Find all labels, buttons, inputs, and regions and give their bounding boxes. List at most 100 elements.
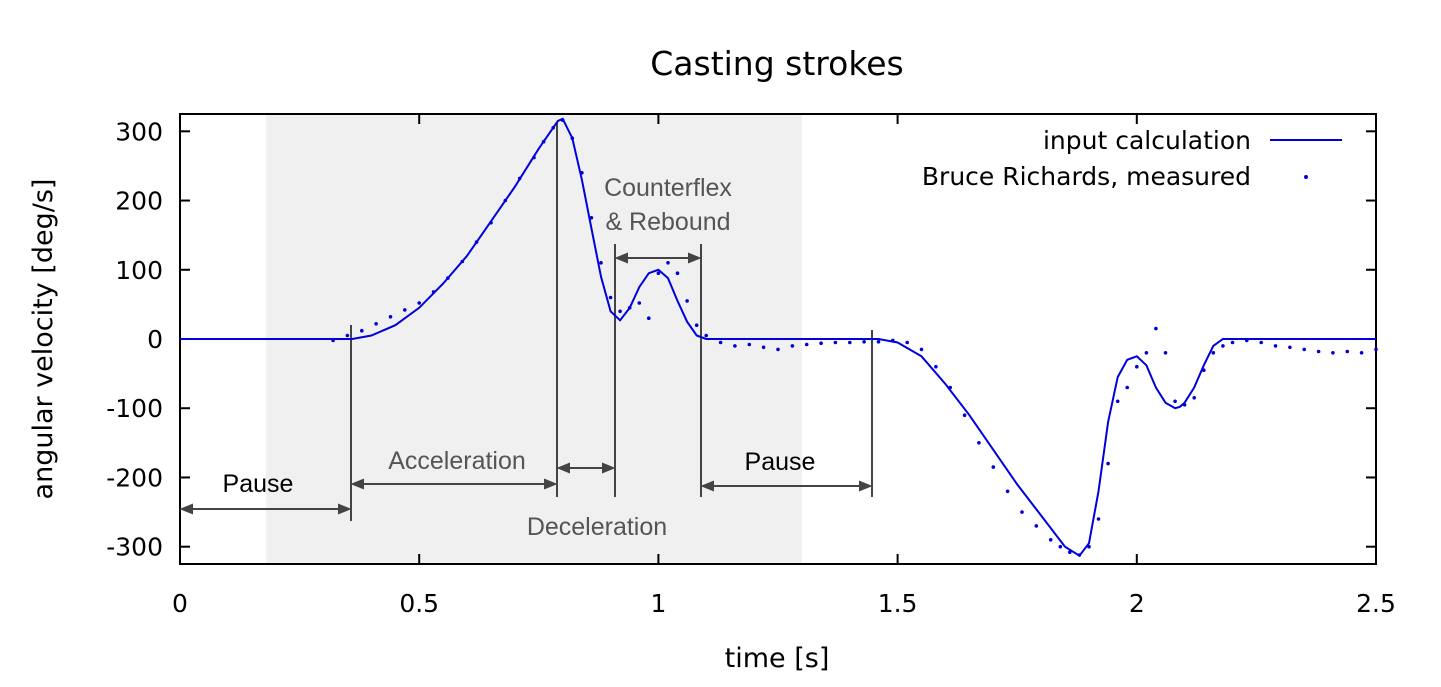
data-point bbox=[694, 323, 699, 328]
y-tick-label: -300 bbox=[106, 533, 163, 562]
data-point bbox=[1345, 349, 1350, 354]
data-point bbox=[666, 261, 670, 265]
data-point bbox=[776, 347, 780, 352]
data-point bbox=[718, 340, 723, 345]
data-point bbox=[1359, 351, 1364, 355]
x-axis-label: time [s] bbox=[725, 643, 830, 674]
data-point bbox=[388, 315, 393, 319]
data-point bbox=[675, 271, 680, 276]
data-point bbox=[541, 139, 546, 144]
arrow-pause-2-head-right bbox=[859, 480, 873, 492]
arrow-counterflex-head-left bbox=[614, 252, 628, 264]
data-point bbox=[819, 341, 823, 346]
data-point bbox=[1163, 351, 1168, 355]
data-point bbox=[833, 340, 838, 345]
data-point bbox=[460, 259, 465, 264]
data-point bbox=[1125, 385, 1129, 390]
legend-label-bruce-richards: Bruce Richards, measured bbox=[922, 162, 1251, 191]
data-point bbox=[489, 220, 493, 225]
data-point bbox=[1115, 399, 1120, 404]
legend-dot-bruce-richards bbox=[1304, 175, 1308, 179]
data-point bbox=[374, 322, 378, 326]
phase-annotations bbox=[179, 122, 873, 521]
y-tick-label: 0 bbox=[147, 325, 163, 354]
data-point bbox=[570, 136, 575, 140]
data-point bbox=[685, 299, 689, 303]
data-point bbox=[532, 155, 536, 160]
x-axis: 0 0.5 1 1.5 2 2.5 bbox=[172, 114, 1396, 618]
data-point bbox=[977, 441, 981, 445]
data-point bbox=[1154, 326, 1158, 331]
data-point bbox=[1048, 538, 1053, 542]
data-point bbox=[1331, 351, 1335, 355]
data-point bbox=[1005, 489, 1010, 494]
data-point bbox=[1034, 524, 1039, 528]
data-point bbox=[891, 338, 895, 343]
y-axis: 300 200 100 0 -100 -200 -300 bbox=[106, 117, 1376, 562]
data-point bbox=[417, 301, 422, 305]
data-point bbox=[919, 347, 924, 352]
arrow-acceleration-head-left bbox=[350, 478, 364, 490]
data-point bbox=[589, 216, 594, 220]
data-point bbox=[551, 126, 555, 130]
legend-label-input-calculation: input calculation bbox=[1043, 126, 1251, 155]
data-point bbox=[733, 344, 737, 348]
data-point bbox=[1096, 517, 1101, 521]
label-rebound: & Rebound bbox=[605, 208, 730, 236]
data-point bbox=[360, 328, 364, 333]
data-point bbox=[656, 271, 661, 276]
y-tick-label: -100 bbox=[106, 394, 163, 423]
data-point bbox=[1192, 396, 1196, 400]
y-tick-label: 200 bbox=[115, 187, 163, 216]
chart-title: Casting strokes bbox=[650, 44, 904, 83]
data-point bbox=[962, 413, 967, 418]
y-tick-label: -200 bbox=[106, 463, 163, 492]
data-point bbox=[934, 364, 938, 369]
x-tick-label: 2 bbox=[1129, 589, 1145, 618]
data-point bbox=[647, 316, 651, 321]
data-point bbox=[1020, 510, 1024, 514]
data-point bbox=[474, 240, 479, 244]
data-point bbox=[431, 290, 436, 294]
data-point bbox=[517, 176, 522, 181]
data-point bbox=[331, 338, 335, 343]
data-point bbox=[1106, 461, 1110, 466]
data-point bbox=[345, 333, 350, 338]
data-point bbox=[905, 340, 909, 345]
data-point bbox=[876, 340, 881, 344]
label-pause-1: Pause bbox=[223, 470, 294, 498]
data-point bbox=[1374, 347, 1378, 352]
label-counterflex: Counterflex bbox=[604, 174, 732, 202]
data-point bbox=[1077, 553, 1082, 557]
x-tick-label: 1 bbox=[650, 589, 666, 618]
arrow-pause-1-head-right bbox=[338, 503, 352, 515]
data-point bbox=[790, 344, 795, 348]
x-tick-label: 2.5 bbox=[1356, 589, 1396, 618]
data-point bbox=[1259, 340, 1263, 345]
data-point bbox=[1068, 550, 1072, 554]
data-point bbox=[637, 301, 642, 305]
data-point bbox=[761, 345, 766, 350]
arrow-acceleration-head-right bbox=[544, 478, 558, 490]
data-point bbox=[1182, 403, 1187, 407]
data-point bbox=[446, 276, 450, 280]
x-tick-label: 0.5 bbox=[399, 589, 439, 618]
data-point bbox=[1273, 344, 1278, 348]
arrow-deceleration-head-right bbox=[602, 462, 616, 474]
data-point bbox=[503, 198, 508, 203]
x-tick-label: 0 bbox=[172, 589, 188, 618]
arrow-pause-2-head-left bbox=[700, 480, 714, 492]
data-point bbox=[948, 385, 952, 390]
data-point bbox=[1135, 364, 1139, 369]
data-point bbox=[1302, 347, 1306, 352]
x-tick-label: 1.5 bbox=[878, 589, 918, 618]
label-pause-2: Pause bbox=[745, 448, 816, 476]
data-point bbox=[1288, 345, 1292, 350]
data-point bbox=[862, 340, 866, 344]
data-point bbox=[1173, 399, 1177, 404]
data-point bbox=[1245, 338, 1249, 343]
data-point bbox=[1221, 344, 1225, 348]
data-point bbox=[848, 340, 852, 345]
y-tick-label: 100 bbox=[115, 256, 163, 285]
